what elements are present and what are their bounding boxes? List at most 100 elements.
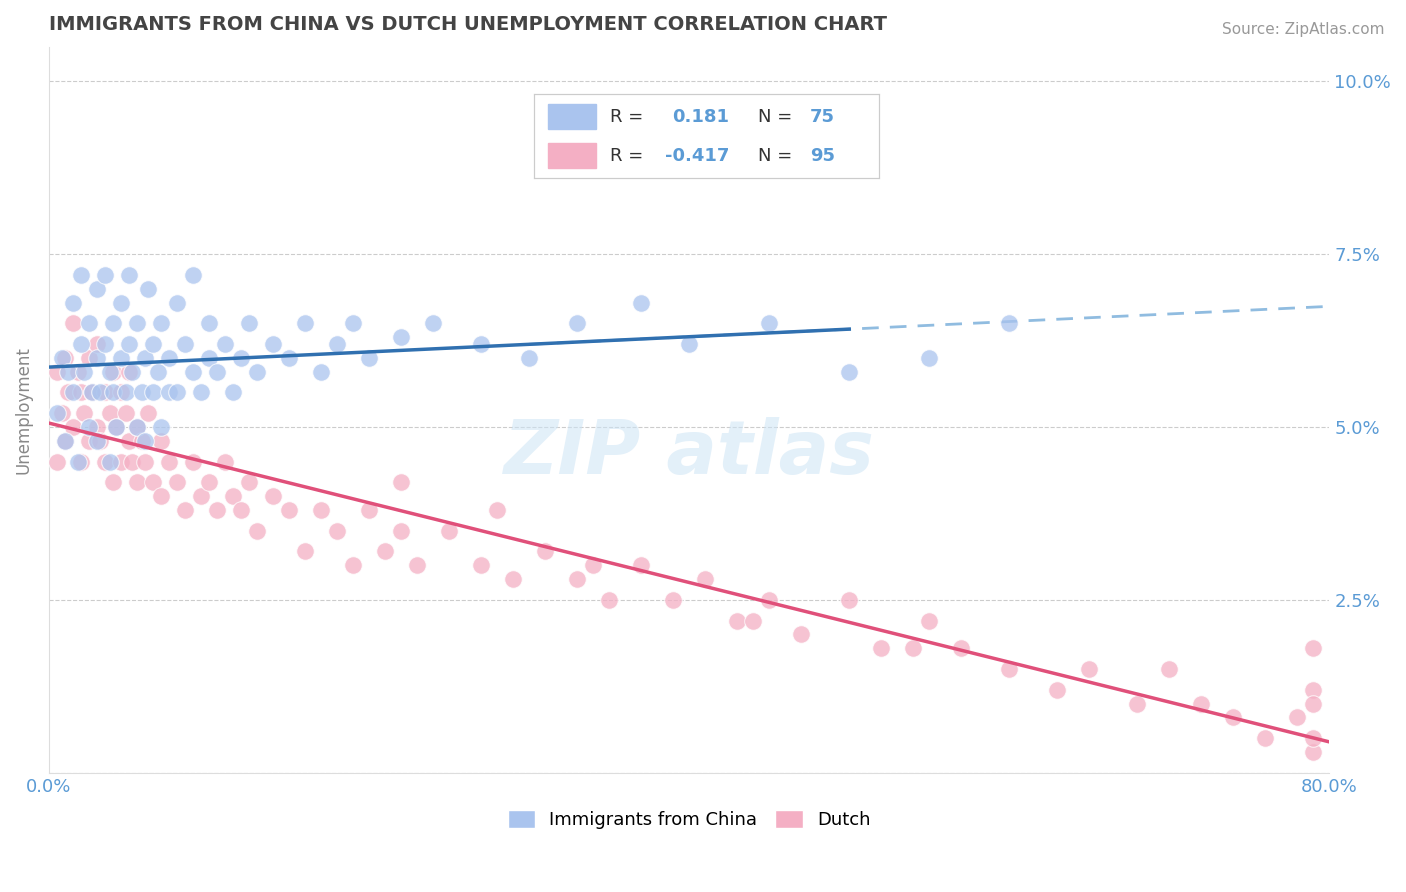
Point [950, 641, 973, 656]
Point [46, 406, 69, 420]
Point [82, 385, 104, 400]
Point [62, 295, 84, 310]
Bar [548, 103, 596, 129]
Point [1078, 662, 1101, 676]
Text: -0.417: -0.417 [665, 146, 730, 164]
Point [181, 365, 204, 379]
Point [101, 385, 124, 400]
Point [86, 351, 108, 365]
Point [278, 503, 301, 517]
Point [70, 337, 93, 351]
Point [121, 454, 143, 468]
Point [342, 316, 364, 330]
Point [389, 475, 412, 490]
Point [94, 385, 117, 400]
Point [125, 316, 148, 330]
Point [110, 454, 132, 468]
Text: ZIP atlas: ZIP atlas [503, 417, 875, 490]
Point [1189, 697, 1212, 711]
Point [190, 385, 212, 400]
Point [53, 434, 76, 448]
Point [166, 385, 188, 400]
Point [142, 385, 165, 400]
Point [222, 489, 245, 503]
Point [56, 385, 79, 400]
Point [70, 454, 93, 468]
Point [105, 420, 128, 434]
Point [146, 365, 169, 379]
Point [598, 592, 620, 607]
Point [758, 316, 780, 330]
Point [121, 365, 143, 379]
Point [134, 434, 156, 448]
Point [838, 365, 860, 379]
Point [157, 351, 180, 365]
Point [150, 316, 173, 330]
Point [51, 406, 73, 420]
Point [77, 434, 100, 448]
Point [262, 489, 284, 503]
Point [136, 406, 159, 420]
Point [150, 489, 173, 503]
Point [389, 524, 412, 538]
Point [389, 330, 412, 344]
Point [98, 406, 121, 420]
Point [86, 282, 108, 296]
Point [118, 365, 141, 379]
Point [77, 420, 100, 434]
Point [437, 524, 460, 538]
Point [565, 316, 588, 330]
Bar [548, 143, 596, 169]
Point [77, 316, 100, 330]
Point [142, 475, 165, 490]
Point [198, 351, 221, 365]
Point [238, 475, 260, 490]
Legend: Immigrants from China, Dutch: Immigrants from China, Dutch [501, 803, 877, 837]
Point [94, 268, 117, 282]
Point [1302, 641, 1324, 656]
Point [46, 454, 69, 468]
Point [998, 662, 1021, 676]
Point [359, 351, 381, 365]
Point [53, 434, 76, 448]
Text: R =: R = [610, 146, 644, 164]
Point [758, 592, 780, 607]
Point [229, 503, 252, 517]
Point [998, 316, 1021, 330]
Point [790, 627, 813, 641]
Point [86, 434, 108, 448]
Point [238, 316, 260, 330]
Point [725, 614, 748, 628]
Point [53, 351, 76, 365]
Point [136, 282, 159, 296]
Point [309, 365, 332, 379]
Point [517, 351, 540, 365]
Point [1286, 710, 1309, 724]
Point [110, 295, 132, 310]
Point [326, 337, 349, 351]
Point [214, 337, 236, 351]
Point [66, 454, 89, 468]
Point [198, 475, 221, 490]
Point [198, 316, 221, 330]
Point [1302, 682, 1324, 697]
Point [918, 351, 941, 365]
Point [125, 420, 148, 434]
Point [374, 544, 396, 558]
Point [101, 316, 124, 330]
Point [46, 365, 69, 379]
Point [229, 351, 252, 365]
Point [1302, 697, 1324, 711]
Point [246, 365, 269, 379]
Point [118, 268, 141, 282]
Point [62, 420, 84, 434]
Point [190, 489, 212, 503]
Point [131, 385, 153, 400]
Point [246, 524, 269, 538]
Point [94, 337, 117, 351]
Point [89, 434, 111, 448]
Point [110, 351, 132, 365]
Point [582, 558, 605, 573]
Point [166, 475, 188, 490]
Point [838, 592, 860, 607]
